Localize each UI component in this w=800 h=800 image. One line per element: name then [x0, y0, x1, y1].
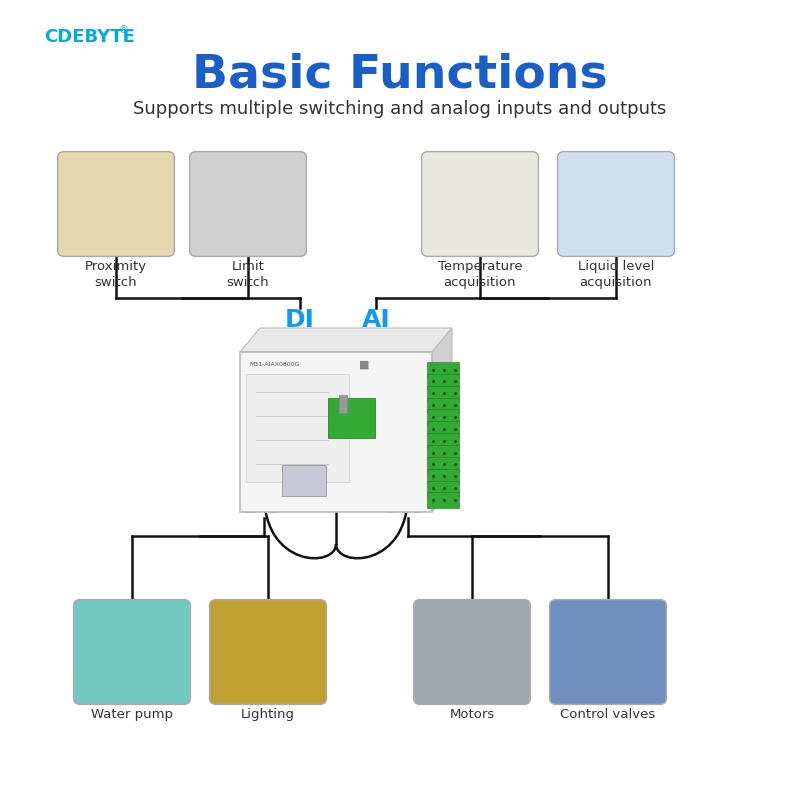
Text: DI: DI — [285, 308, 315, 332]
FancyBboxPatch shape — [82, 608, 182, 696]
FancyBboxPatch shape — [328, 398, 375, 438]
FancyBboxPatch shape — [427, 433, 459, 448]
FancyBboxPatch shape — [66, 160, 166, 248]
FancyBboxPatch shape — [427, 457, 459, 472]
FancyBboxPatch shape — [198, 160, 298, 248]
FancyBboxPatch shape — [210, 600, 326, 705]
Text: AO: AO — [388, 494, 428, 518]
Text: CDEBYTE: CDEBYTE — [44, 28, 135, 46]
FancyBboxPatch shape — [218, 608, 318, 696]
Text: DO: DO — [243, 494, 285, 518]
FancyBboxPatch shape — [422, 608, 522, 696]
FancyBboxPatch shape — [74, 600, 190, 705]
Text: Motors: Motors — [450, 707, 494, 721]
FancyBboxPatch shape — [339, 395, 347, 413]
Text: M31-AIAX0800G: M31-AIAX0800G — [250, 362, 300, 366]
Text: Limit
switch: Limit switch — [226, 259, 270, 289]
Polygon shape — [432, 328, 452, 512]
Polygon shape — [240, 328, 452, 352]
Text: ■: ■ — [358, 360, 370, 370]
Text: Liquid level
acquisition: Liquid level acquisition — [578, 259, 654, 289]
FancyBboxPatch shape — [566, 160, 666, 248]
Text: Control valves: Control valves — [560, 707, 656, 721]
Text: ®: ® — [118, 25, 128, 35]
Text: Supports multiple switching and analog inputs and outputs: Supports multiple switching and analog i… — [134, 100, 666, 118]
FancyBboxPatch shape — [240, 352, 432, 512]
FancyBboxPatch shape — [427, 374, 459, 389]
FancyBboxPatch shape — [550, 600, 666, 705]
FancyBboxPatch shape — [414, 600, 530, 705]
FancyBboxPatch shape — [58, 152, 174, 256]
FancyBboxPatch shape — [282, 465, 326, 496]
Text: Lighting: Lighting — [241, 707, 295, 721]
FancyBboxPatch shape — [558, 152, 674, 256]
FancyBboxPatch shape — [422, 152, 538, 256]
FancyBboxPatch shape — [430, 160, 530, 248]
Text: Proximity
switch: Proximity switch — [85, 259, 147, 289]
FancyBboxPatch shape — [246, 374, 350, 482]
FancyBboxPatch shape — [190, 152, 306, 256]
FancyBboxPatch shape — [427, 481, 459, 496]
FancyBboxPatch shape — [427, 469, 459, 484]
Text: Water pump: Water pump — [91, 707, 173, 721]
FancyBboxPatch shape — [427, 410, 459, 425]
FancyBboxPatch shape — [558, 608, 658, 696]
FancyBboxPatch shape — [427, 386, 459, 401]
FancyBboxPatch shape — [427, 422, 459, 437]
Text: AI: AI — [362, 308, 390, 332]
FancyBboxPatch shape — [427, 398, 459, 413]
FancyBboxPatch shape — [427, 362, 459, 377]
Text: Basic Functions: Basic Functions — [192, 52, 608, 97]
FancyBboxPatch shape — [427, 492, 459, 508]
Text: Temperature
acquisition: Temperature acquisition — [438, 259, 522, 289]
FancyBboxPatch shape — [427, 445, 459, 460]
